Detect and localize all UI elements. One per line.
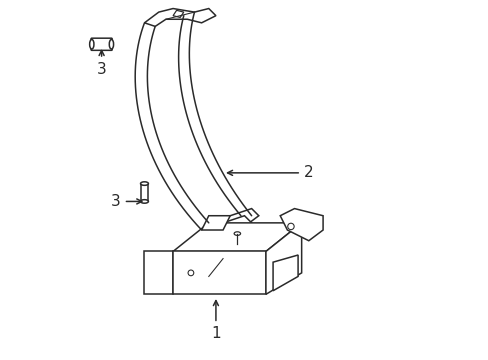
Polygon shape <box>201 208 258 237</box>
Bar <box>140 184 148 202</box>
Ellipse shape <box>140 200 148 203</box>
Polygon shape <box>135 12 251 230</box>
Ellipse shape <box>109 40 113 49</box>
FancyBboxPatch shape <box>91 38 112 50</box>
Polygon shape <box>280 208 323 241</box>
Ellipse shape <box>89 40 94 49</box>
Polygon shape <box>173 251 265 294</box>
Polygon shape <box>173 10 183 18</box>
Text: 3: 3 <box>111 194 142 209</box>
Polygon shape <box>208 216 251 237</box>
Ellipse shape <box>140 182 148 185</box>
Ellipse shape <box>234 232 240 235</box>
Polygon shape <box>144 251 173 294</box>
Text: 1: 1 <box>211 301 220 341</box>
Polygon shape <box>265 223 301 294</box>
Polygon shape <box>272 255 298 291</box>
Polygon shape <box>173 223 301 251</box>
Polygon shape <box>144 9 216 26</box>
Text: 2: 2 <box>227 165 313 180</box>
Polygon shape <box>201 216 230 230</box>
Text: 3: 3 <box>97 50 106 77</box>
